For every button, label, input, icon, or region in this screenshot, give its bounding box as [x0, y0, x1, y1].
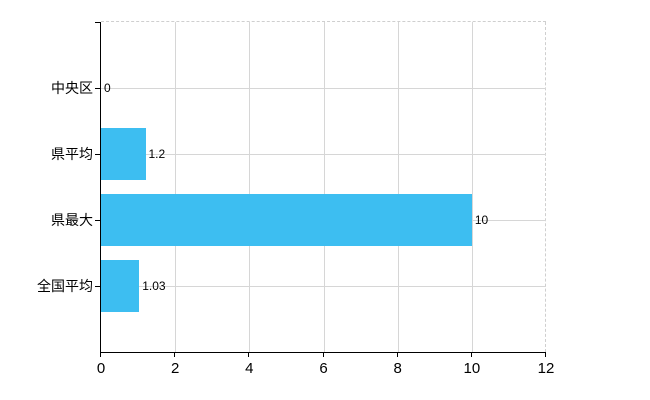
x-gridline [249, 22, 251, 352]
x-gridline [397, 22, 399, 352]
x-gridline [471, 22, 473, 352]
x-tick-label: 12 [537, 360, 555, 377]
y-axis-tick [95, 220, 101, 221]
plot-top-border [101, 21, 546, 22]
category-label: 全国平均 [37, 278, 93, 294]
y-axis-tick [95, 286, 101, 287]
y-axis-tick [95, 154, 101, 155]
category-gridline [101, 88, 546, 89]
bar-value-label: 1.2 [148, 147, 166, 161]
bar-県最大 [101, 194, 472, 246]
category-gridline [101, 154, 546, 155]
x-axis-tick [248, 352, 250, 357]
bar-県平均 [101, 128, 146, 180]
x-tick-label: 0 [96, 360, 106, 377]
x-tick-label: 10 [463, 360, 481, 377]
y-axis-top-tick [95, 22, 101, 23]
category-label: 県最大 [51, 212, 93, 228]
bar-value-label: 10 [474, 213, 489, 227]
category-label: 中央区 [51, 80, 93, 96]
x-tick-label: 6 [319, 360, 328, 377]
x-tick-label: 2 [170, 360, 180, 377]
x-gridline [175, 22, 177, 352]
bar-value-label: 1.03 [142, 279, 166, 293]
category-gridline [101, 286, 546, 287]
x-axis-tick [100, 352, 101, 357]
x-gridline [323, 22, 325, 352]
x-axis-tick [396, 352, 398, 357]
y-axis-tick [95, 88, 101, 89]
x-axis-tick [545, 352, 546, 357]
x-axis-tick [470, 352, 472, 357]
x-axis-tick [174, 352, 176, 357]
category-label: 県平均 [51, 146, 93, 162]
x-tick-label: 8 [393, 360, 402, 377]
x-tick-label: 4 [245, 360, 254, 377]
plot-right-border [545, 22, 546, 352]
bar-value-label: 0 [104, 81, 111, 95]
x-axis-tick [322, 352, 324, 357]
plot-area: 0 2 4 6 8 10 12 中央区県平均県最大全国平均 0 1.2 10 1.03 [37, 21, 554, 377]
bar-全国平均 [101, 260, 140, 312]
